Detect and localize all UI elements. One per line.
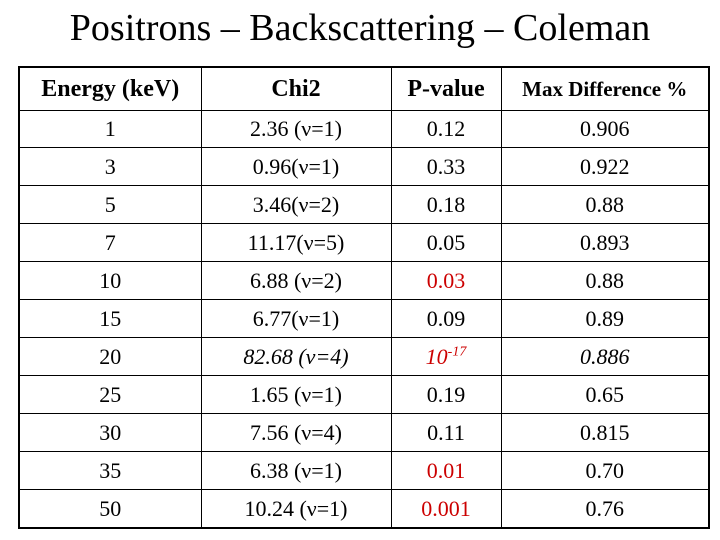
cell-pvalue: 0.18 (390, 185, 502, 224)
header-row: Energy (keV) Chi2 P-value Max Difference… (18, 66, 710, 111)
cell-max-difference: 0.886 (500, 337, 710, 376)
cell-max-difference: 0.76 (500, 489, 710, 529)
cell-chi2: 2.36 (ν=1) (200, 110, 392, 148)
header-energy: Energy (keV) (18, 66, 202, 111)
cell-energy: 5 (18, 185, 202, 224)
cell-chi2: 82.68 (ν=4) (200, 337, 392, 376)
cell-energy: 15 (18, 299, 202, 338)
cell-pvalue: 0.01 (390, 451, 502, 490)
table-row: 35 6.38 (ν=1) 0.01 0.70 (18, 451, 710, 490)
cell-energy: 50 (18, 489, 202, 529)
cell-energy: 25 (18, 375, 202, 414)
cell-max-difference: 0.89 (500, 299, 710, 338)
slide-title: Positrons – Backscattering – Coleman (69, 7, 651, 49)
cell-chi2: 6.38 (ν=1) (200, 451, 392, 490)
cell-max-difference: 0.65 (500, 375, 710, 414)
cell-pvalue: 0.19 (390, 375, 502, 414)
cell-max-difference: 0.88 (500, 185, 710, 224)
table-row: 30 7.56 (ν=4) 0.11 0.815 (18, 413, 710, 452)
table-row: 5 3.46(ν=2) 0.18 0.88 (18, 185, 710, 224)
cell-chi2: 1.65 (ν=1) (200, 375, 392, 414)
cell-max-difference: 0.893 (500, 223, 710, 262)
cell-pvalue: 0.001 (390, 489, 502, 529)
cell-max-difference: 0.88 (500, 261, 710, 300)
cell-chi2: 11.17(ν=5) (200, 223, 392, 262)
cell-energy: 3 (18, 147, 202, 186)
cell-max-difference: 0.906 (500, 110, 710, 148)
cell-chi2: 6.77(ν=1) (200, 299, 392, 338)
cell-energy: 30 (18, 413, 202, 452)
cell-pvalue: 0.12 (390, 110, 502, 148)
header-pvalue: P-value (390, 66, 502, 111)
cell-max-difference: 0.815 (500, 413, 710, 452)
cell-chi2: 10.24 (ν=1) (200, 489, 392, 529)
cell-energy: 20 (18, 337, 202, 376)
table-row: 20 82.68 (ν=4) 10-17 0.886 (18, 337, 710, 376)
cell-chi2: 0.96(ν=1) (200, 147, 392, 186)
table-row: 1 2.36 (ν=1) 0.12 0.906 (18, 110, 710, 148)
cell-pvalue: 0.33 (390, 147, 502, 186)
cell-energy: 1 (18, 110, 202, 148)
header-chi2: Chi2 (200, 66, 392, 111)
cell-pvalue: 0.11 (390, 413, 502, 452)
table-row: 7 11.17(ν=5) 0.05 0.893 (18, 223, 710, 262)
table-row: 25 1.65 (ν=1) 0.19 0.65 (18, 375, 710, 414)
table-row: 3 0.96(ν=1) 0.33 0.922 (18, 147, 710, 186)
cell-chi2: 6.88 (ν=2) (200, 261, 392, 300)
cell-pvalue: 10-17 (390, 337, 502, 376)
header-max-difference: Max Difference % (500, 66, 710, 111)
cell-energy: 35 (18, 451, 202, 490)
results-table: Energy (keV) Chi2 P-value Max Difference… (18, 66, 710, 529)
pvalue-exponent: -17 (447, 344, 467, 360)
table-row: 10 6.88 (ν=2) 0.03 0.88 (18, 261, 710, 300)
pvalue-mantissa: 10 (425, 343, 448, 369)
cell-chi2: 3.46(ν=2) (200, 185, 392, 224)
cell-energy: 7 (18, 223, 202, 262)
table-row: 15 6.77(ν=1) 0.09 0.89 (18, 299, 710, 338)
cell-pvalue: 0.09 (390, 299, 502, 338)
table-body: 1 2.36 (ν=1) 0.12 0.906 3 0.96(ν=1) 0.33 0.922 5… (18, 110, 710, 529)
cell-pvalue: 0.03 (390, 261, 502, 300)
cell-max-difference: 0.922 (500, 147, 710, 186)
cell-pvalue: 0.05 (390, 223, 502, 262)
table-header: Energy (keV) Chi2 P-value Max Difference… (18, 66, 710, 111)
table-row: 50 10.24 (ν=1) 0.001 0.76 (18, 489, 710, 529)
cell-max-difference: 0.70 (500, 451, 710, 490)
cell-energy: 10 (18, 261, 202, 300)
cell-chi2: 7.56 (ν=4) (200, 413, 392, 452)
